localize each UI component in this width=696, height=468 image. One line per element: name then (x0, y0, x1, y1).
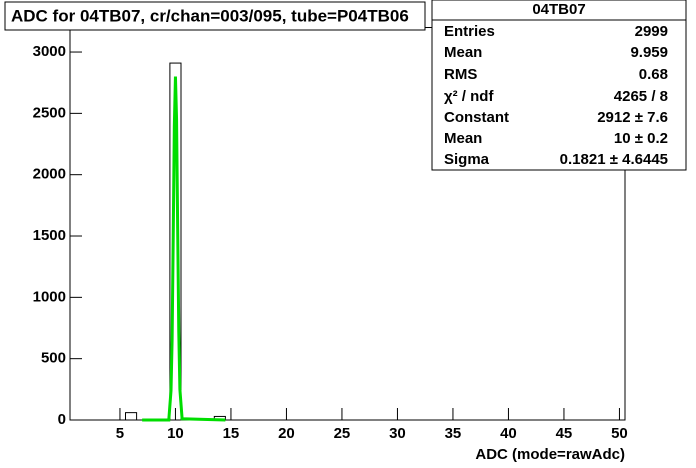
y-tick-label: 2500 (33, 104, 66, 121)
y-tick-label: 0 (58, 411, 66, 428)
x-tick-label: 20 (278, 425, 295, 442)
stats-value: 0.1821 ± 4.6445 (560, 151, 668, 168)
y-tick-label: 1000 (33, 288, 66, 305)
stats-value: 4265 / 8 (614, 88, 668, 105)
stats-label: RMS (444, 66, 477, 83)
stats-value: 2912 ± 7.6 (597, 109, 668, 126)
y-tick-label: 1500 (33, 227, 66, 244)
stats-title: 04TB07 (532, 1, 585, 18)
x-tick-label: 15 (223, 425, 240, 442)
x-tick-label: 25 (334, 425, 351, 442)
x-axis-label: ADC (mode=rawAdc) (475, 446, 625, 463)
x-tick-label: 45 (556, 425, 573, 442)
x-tick-label: 30 (389, 425, 406, 442)
stats-label: Mean (444, 130, 482, 147)
stats-value: 2999 (635, 23, 668, 40)
stats-box (431, 0, 687, 171)
y-tick-label: 500 (41, 350, 66, 367)
x-tick-label: 5 (116, 425, 124, 442)
stats-value: 10 ± 0.2 (614, 130, 668, 147)
y-tick-label: 2000 (33, 166, 66, 183)
stats-label: Entries (444, 23, 495, 40)
x-tick-label: 10 (167, 425, 184, 442)
stats-label: Constant (444, 109, 509, 126)
x-tick-label: 35 (445, 425, 462, 442)
fit-curve (142, 76, 226, 422)
histogram-bar (125, 412, 138, 421)
stats-value: 9.959 (630, 44, 668, 61)
x-tick-label: 40 (500, 425, 517, 442)
stats-value: 0.68 (639, 66, 668, 83)
chart-title: ADC for 04TB07, cr/chan=003/095, tube=P0… (11, 6, 409, 25)
y-tick-label: 3000 (33, 43, 66, 60)
stats-label: Sigma (444, 151, 490, 168)
x-tick-label: 50 (611, 425, 628, 442)
stats-label: Mean (444, 44, 482, 61)
stats-label: χ² / ndf (444, 88, 494, 105)
title-box (4, 1, 426, 31)
